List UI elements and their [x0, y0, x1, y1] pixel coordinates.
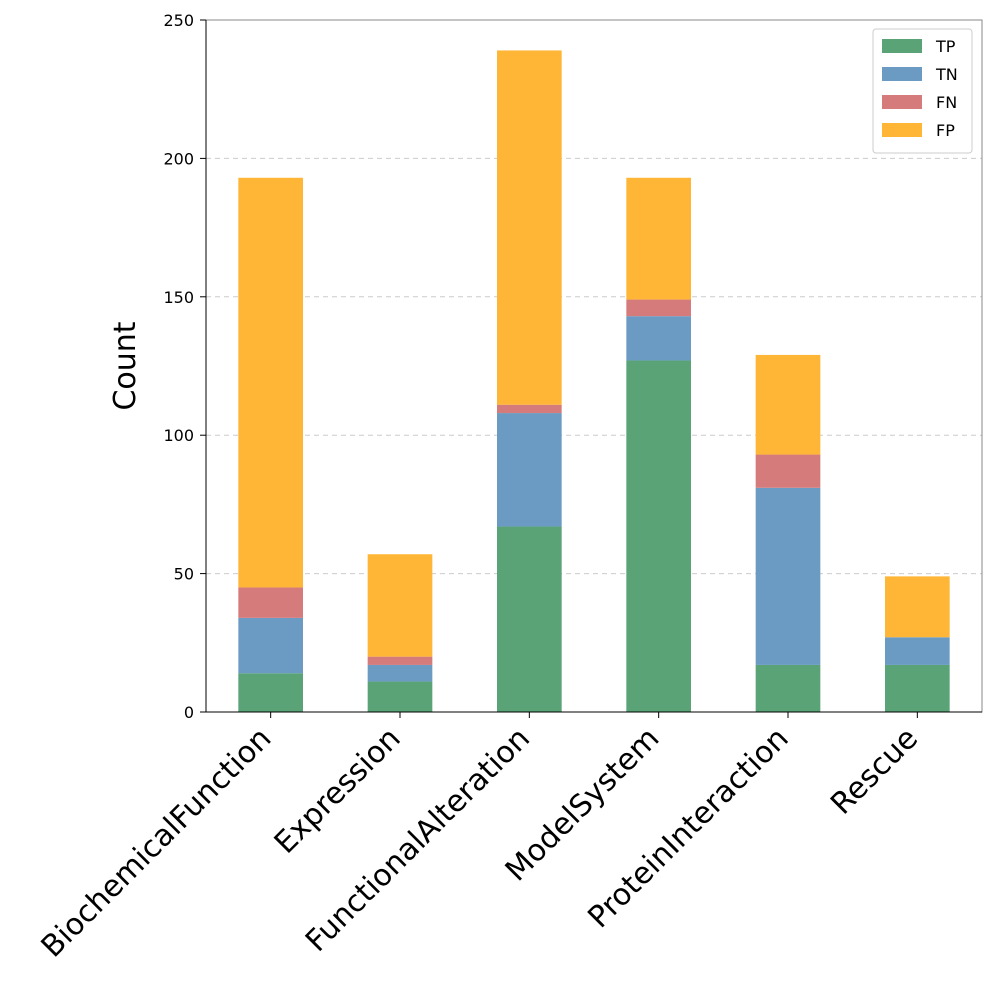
- bar-tp-biochemicalfunction: [238, 673, 303, 712]
- y-tick-label: 100: [163, 426, 194, 445]
- bar-tn-functionalalteration: [497, 413, 562, 527]
- legend-box: [872, 28, 973, 154]
- plot-frame: [205, 19, 983, 713]
- y-tick-label: 150: [163, 288, 194, 307]
- bar-fp-proteininteraction: [755, 354, 821, 455]
- bar-fp-functionalalteration: [497, 50, 562, 405]
- grid-lines: [206, 19, 982, 713]
- bar-fp-rescue: [885, 576, 950, 638]
- bar-fn-functionalalteration: [497, 404, 562, 414]
- y-axis-ticks: 0 50 100 150 200 250: [163, 11, 206, 722]
- legend-label-tn: TN: [935, 65, 958, 84]
- x-tick-label: BiochemicalFunction: [35, 721, 279, 965]
- legend-label-fn: FN: [936, 93, 957, 112]
- bar-fp-expression: [367, 554, 433, 657]
- legend: TP TN FN FP: [872, 28, 973, 154]
- legend-swatch-tp: [882, 39, 922, 53]
- bar-fp-modelsystem: [626, 177, 691, 300]
- bar-tp-expression: [367, 681, 433, 712]
- bar-tp-functionalalteration: [497, 526, 562, 712]
- bar-tn-expression: [367, 664, 433, 682]
- y-tick-label: 200: [163, 149, 194, 168]
- legend-swatch-tn: [882, 67, 922, 81]
- bar-tp-modelsystem: [626, 360, 691, 712]
- y-tick-label: 0: [184, 703, 194, 722]
- bar-tp-proteininteraction: [755, 664, 821, 712]
- bar-fn-proteininteraction: [755, 454, 821, 488]
- bar-fn-modelsystem: [626, 299, 691, 317]
- legend-label-tp: TP: [935, 37, 956, 56]
- y-tick-label: 250: [163, 11, 194, 30]
- bar-tn-biochemicalfunction: [238, 617, 303, 674]
- bar-tn-rescue: [885, 637, 950, 665]
- x-axis-ticks: BiochemicalFunctionExpressionFunctionalA…: [35, 712, 925, 965]
- y-axis-label: Count: [108, 321, 143, 410]
- bar-tn-modelsystem: [626, 316, 691, 361]
- x-tick-label: FunctionalAlteration: [299, 721, 537, 959]
- legend-swatch-fp: [882, 123, 922, 137]
- bar-fn-expression: [367, 656, 433, 665]
- legend-swatch-fn: [882, 95, 922, 109]
- bar-fp-biochemicalfunction: [238, 177, 303, 588]
- x-tick-label: Rescue: [824, 721, 925, 822]
- bar-tp-rescue: [885, 664, 950, 712]
- y-tick-label: 50: [174, 565, 194, 584]
- x-tick-label: Expression: [268, 721, 408, 861]
- axes: [205, 19, 983, 713]
- legend-label-fp: FP: [936, 121, 955, 140]
- bar-tn-proteininteraction: [755, 487, 821, 665]
- bar-fn-biochemicalfunction: [238, 587, 303, 618]
- bars: [238, 50, 950, 712]
